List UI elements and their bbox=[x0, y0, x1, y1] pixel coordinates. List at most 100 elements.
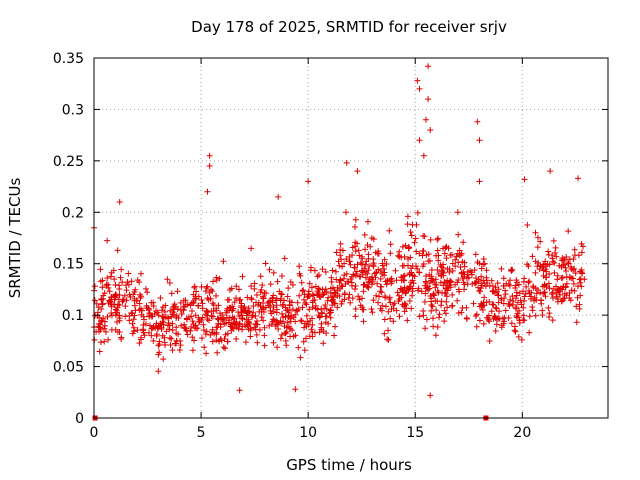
scatter-point bbox=[171, 311, 178, 318]
scatter-point bbox=[110, 267, 117, 274]
scatter-point bbox=[520, 288, 527, 295]
scatter-point bbox=[359, 269, 366, 276]
scatter-point bbox=[207, 331, 214, 338]
x-tick-label: 20 bbox=[513, 425, 531, 441]
scatter-point bbox=[299, 304, 306, 311]
scatter-point bbox=[281, 255, 288, 262]
scatter-point bbox=[328, 307, 335, 314]
scatter-point bbox=[300, 296, 307, 303]
scatter-point bbox=[116, 302, 123, 309]
scatter-point bbox=[350, 271, 357, 278]
scatter-point bbox=[148, 332, 155, 339]
scatter-point bbox=[365, 267, 372, 274]
scatter-point bbox=[345, 278, 352, 285]
scatter-point bbox=[573, 303, 580, 310]
scatter-point bbox=[227, 304, 234, 311]
scatter-point bbox=[364, 218, 371, 225]
scatter-point bbox=[436, 311, 443, 318]
y-tick-label: 0.15 bbox=[53, 257, 84, 273]
scatter-point bbox=[153, 307, 160, 314]
scatter-point bbox=[252, 320, 259, 327]
scatter-point bbox=[550, 237, 557, 244]
scatter-point bbox=[189, 308, 196, 315]
scatter-point bbox=[325, 294, 332, 301]
scatter-point bbox=[444, 282, 451, 289]
y-tick-label: 0.3 bbox=[62, 102, 84, 118]
scatter-point bbox=[377, 288, 384, 295]
scatter-point bbox=[349, 295, 356, 302]
scatter-point bbox=[261, 324, 268, 331]
scatter-point bbox=[167, 341, 174, 348]
scatter-point bbox=[143, 302, 150, 309]
scatter-point bbox=[246, 309, 253, 316]
scatter-point bbox=[260, 317, 267, 324]
scatter-point bbox=[279, 302, 286, 309]
outlier-point bbox=[275, 193, 282, 200]
scatter-point bbox=[333, 249, 340, 256]
scatter-point bbox=[277, 335, 284, 342]
x-tick-label: 10 bbox=[299, 425, 317, 441]
scatter-point bbox=[543, 268, 550, 275]
scatter-point bbox=[287, 318, 294, 325]
scatter-point bbox=[447, 252, 454, 259]
scatter-point bbox=[306, 306, 313, 313]
scatter-point bbox=[204, 309, 211, 316]
scatter-point bbox=[130, 324, 137, 331]
scatter-point bbox=[439, 245, 446, 252]
scatter-point bbox=[203, 328, 210, 335]
scatter-point bbox=[495, 286, 502, 293]
scatter-point bbox=[337, 246, 344, 253]
scatter-point bbox=[545, 251, 552, 258]
scatter-point bbox=[170, 303, 177, 310]
scatter-point bbox=[349, 244, 356, 251]
scatter-point bbox=[296, 292, 303, 299]
scatter-point bbox=[440, 272, 447, 279]
scatter-point bbox=[396, 313, 403, 320]
scatter-point bbox=[522, 290, 529, 297]
scatter-point bbox=[258, 308, 265, 315]
scatter-point bbox=[239, 315, 246, 322]
scatter-point bbox=[235, 309, 242, 316]
scatter-point bbox=[99, 284, 106, 291]
scatter-point bbox=[195, 302, 202, 309]
scatter-point bbox=[455, 231, 462, 238]
scatter-point bbox=[157, 295, 164, 302]
scatter-point bbox=[131, 302, 138, 309]
scatter-point bbox=[468, 271, 475, 278]
scatter-point bbox=[161, 339, 168, 346]
scatter-point bbox=[339, 263, 346, 270]
scatter-point bbox=[470, 300, 477, 307]
scatter-point bbox=[312, 302, 319, 309]
scatter-point bbox=[148, 325, 155, 332]
scatter-point bbox=[314, 306, 321, 313]
scatter-point bbox=[401, 272, 408, 279]
scatter-point bbox=[428, 302, 435, 309]
scatter-point bbox=[134, 277, 141, 284]
scatter-point bbox=[242, 339, 249, 346]
scatter-point bbox=[216, 275, 223, 282]
scatter-point bbox=[441, 307, 448, 314]
scatter-point bbox=[406, 271, 413, 278]
scatter-point bbox=[208, 313, 215, 320]
scatter-point bbox=[452, 256, 459, 263]
scatter-point bbox=[428, 277, 435, 284]
scatter-point bbox=[315, 285, 322, 292]
scatter-point bbox=[520, 312, 527, 319]
scatter-point bbox=[401, 308, 408, 315]
scatter-point bbox=[274, 278, 281, 285]
scatter-point bbox=[137, 293, 144, 300]
scatter-point bbox=[224, 297, 231, 304]
scatter-point bbox=[521, 297, 528, 304]
scatter-point bbox=[565, 228, 572, 235]
scatter-point bbox=[318, 309, 325, 316]
scatter-point bbox=[196, 318, 203, 325]
y-tick-label: 0.05 bbox=[53, 360, 84, 376]
scatter-point bbox=[353, 268, 360, 275]
scatter-point bbox=[277, 318, 284, 325]
scatter-point bbox=[204, 283, 211, 290]
scatter-point bbox=[385, 327, 392, 334]
scatter-point bbox=[200, 321, 207, 328]
scatter-point bbox=[261, 342, 268, 349]
scatter-point bbox=[306, 280, 313, 287]
scatter-point bbox=[290, 333, 297, 340]
